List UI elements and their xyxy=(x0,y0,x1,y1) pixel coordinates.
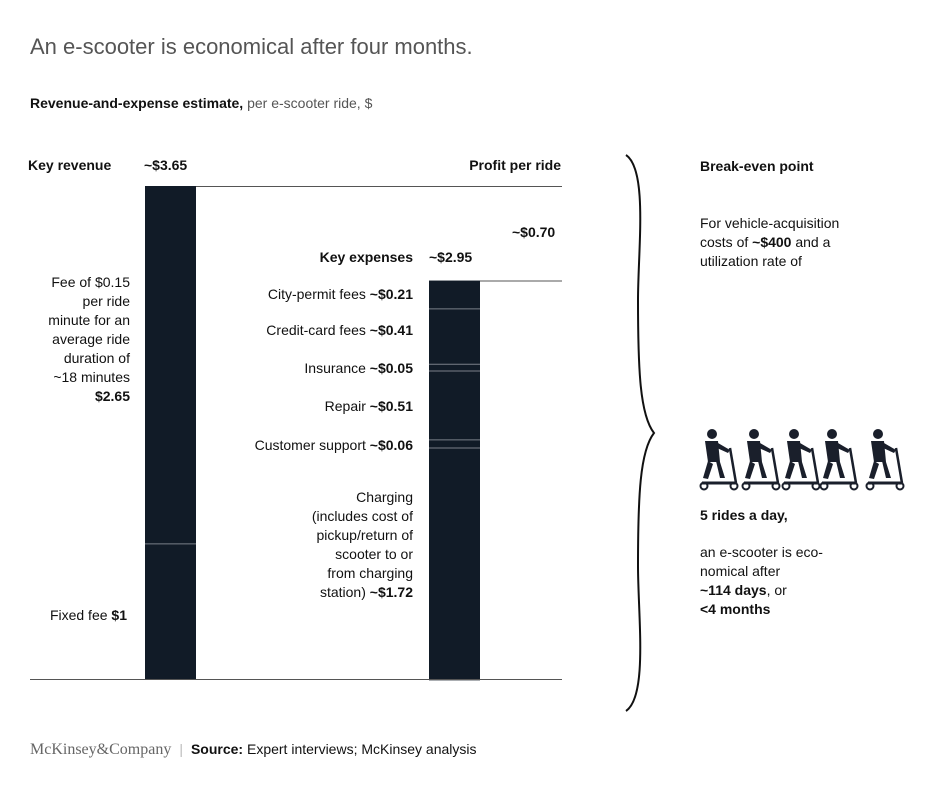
rev-line-1: Fee of $0.15 xyxy=(51,274,130,290)
charging-label: Charging (includes cost of pickup/return… xyxy=(263,488,413,602)
rides-per-day: 5 rides a day, xyxy=(700,507,788,523)
rev-line-3: minute for an xyxy=(48,312,130,328)
expenses-total-label: ~$2.95 xyxy=(429,249,473,265)
be-line-2: costs of ~$400 and a xyxy=(700,233,839,252)
charging-line-1: Charging xyxy=(356,489,413,505)
fixed-fee-value: $1 xyxy=(111,607,127,623)
city-permit-label: City-permit fees ~$0.21 xyxy=(268,285,413,304)
be-days: ~114 days xyxy=(700,582,767,598)
be-line-2-post: and a xyxy=(791,234,831,250)
be-days-line: ~114 days, or xyxy=(700,581,823,600)
revenue-bar-segment-1 xyxy=(145,186,196,544)
revenue-total-label: ~$3.65 xyxy=(144,157,188,173)
be-line-4: an e-scooter is eco- xyxy=(700,544,823,560)
insurance-name: Insurance xyxy=(304,360,366,376)
be-line-1: For vehicle-acquisition xyxy=(700,215,840,231)
break-even-header: Break-even point xyxy=(700,158,814,174)
break-even-conditions: For vehicle-acquisition costs of ~$400 a… xyxy=(700,214,839,271)
expense-bar-segment-3 xyxy=(429,371,480,440)
repair-label: Repair ~$0.51 xyxy=(325,397,413,416)
break-even-brace xyxy=(625,154,656,712)
city-permit-value: ~$0.21 xyxy=(369,286,413,302)
company-logo: McKinsey&Company xyxy=(30,741,172,758)
fixed-fee-name: Fixed fee xyxy=(49,607,108,623)
footer: McKinsey&Company | Source: Expert intervie… xyxy=(30,741,477,759)
be-line-2-pre: costs of xyxy=(700,234,753,250)
charging-value: ~$1.72 xyxy=(369,584,413,600)
chart-subtitle: Revenue-and-expense estimate, per e-scoo… xyxy=(30,95,372,111)
customer-support-value: ~$0.06 xyxy=(369,437,413,453)
charging-line-2: (includes cost of xyxy=(311,508,413,524)
fixed-fee-label: Fixed fee $1 xyxy=(20,606,127,625)
subtitle-light: per e-scooter ride, $ xyxy=(247,95,373,111)
scooter-rider-icon xyxy=(781,429,821,491)
charging-line-5: from charging xyxy=(327,565,413,581)
expense-bar-segment-2 xyxy=(429,364,480,372)
charging-line-3: pickup/return of xyxy=(316,527,414,543)
expense-bar-segment-1 xyxy=(429,308,480,365)
charging-line-6: station) xyxy=(319,584,366,600)
per-minute-fee-value: $2.65 xyxy=(94,388,130,404)
credit-card-name: Credit-card fees xyxy=(266,322,366,338)
be-line-5: nomical after xyxy=(700,563,781,579)
rev-line-4: average ride xyxy=(52,331,130,347)
subtitle-bold: Revenue-and-expense estimate, xyxy=(30,95,244,111)
break-even-result: an e-scooter is eco- nomical after ~114 … xyxy=(700,543,823,619)
scooter-rider-icon xyxy=(699,429,739,491)
insurance-label: Insurance ~$0.05 xyxy=(304,359,413,378)
rev-line-2: per ride xyxy=(82,293,130,309)
profit-value-label: ~$0.70 xyxy=(512,224,556,240)
scooter-rider-icon xyxy=(819,429,859,491)
customer-support-label: Customer support ~$0.06 xyxy=(255,436,413,455)
customer-support-name: Customer support xyxy=(254,437,366,453)
scooter-rider-icon xyxy=(865,429,905,491)
per-minute-fee-label: Fee of $0.15 per ride minute for an aver… xyxy=(20,273,130,406)
expense-bar-segment-0 xyxy=(429,280,480,309)
rev-line-6: ~18 minutes xyxy=(53,369,130,385)
expenses-header: Key expenses xyxy=(319,249,413,265)
charging-line-4: scooter to or xyxy=(335,546,413,562)
credit-card-value: ~$0.41 xyxy=(369,322,413,338)
revenue-header: Key revenue xyxy=(28,157,112,173)
rev-line-5: duration of xyxy=(63,350,130,366)
revenue-bar-segment-0 xyxy=(145,543,196,679)
city-permit-name: City-permit fees xyxy=(267,286,366,302)
expense-bar-segment-5 xyxy=(429,448,480,681)
scooter-rider-icon xyxy=(741,429,781,491)
source-label: Source: xyxy=(190,741,244,757)
be-acquisition-cost: ~$400 xyxy=(752,234,792,250)
repair-value: ~$0.51 xyxy=(369,398,413,414)
expense-bar-segment-4 xyxy=(429,439,480,449)
credit-card-label: Credit-card fees ~$0.41 xyxy=(266,321,413,340)
footer-separator: | xyxy=(179,741,183,757)
repair-name: Repair xyxy=(324,398,366,414)
profit-header: Profit per ride xyxy=(469,157,561,173)
be-months: <4 months xyxy=(700,601,771,617)
be-line-3: utilization rate of xyxy=(700,253,802,269)
be-days-post: , or xyxy=(766,582,787,598)
source-text: Expert interviews; McKinsey analysis xyxy=(246,741,477,757)
insurance-value: ~$0.05 xyxy=(369,360,413,376)
page-title: An e-scooter is economical after four mo… xyxy=(30,34,473,59)
